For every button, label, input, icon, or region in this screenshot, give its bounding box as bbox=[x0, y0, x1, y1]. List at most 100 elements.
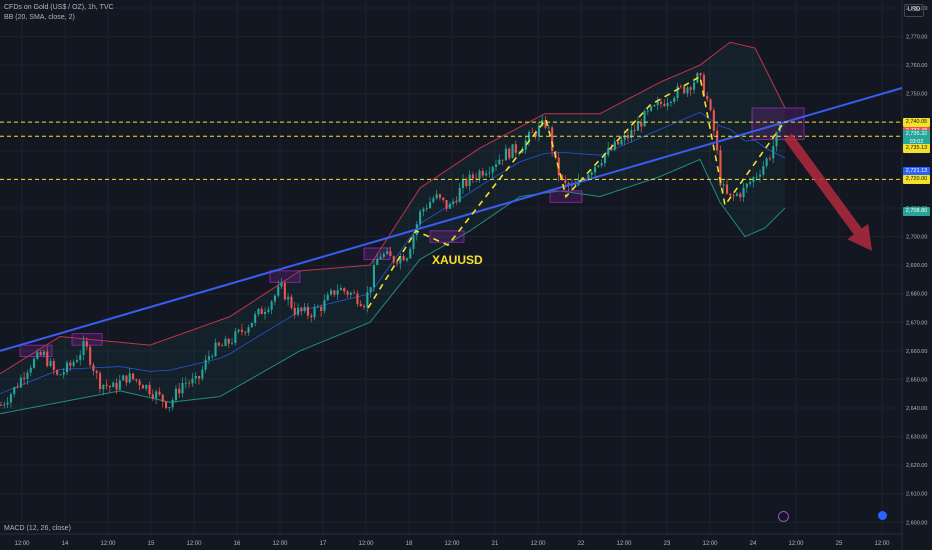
candle-body bbox=[184, 382, 187, 384]
candle-body bbox=[561, 175, 564, 179]
symbol-title[interactable]: CFDs on Gold (US$ / OZ), 1h, TVC bbox=[4, 4, 114, 11]
candle-body bbox=[768, 158, 771, 160]
x-tick-label: 12:00 bbox=[788, 541, 804, 547]
candle-body bbox=[623, 135, 626, 140]
candle-body bbox=[419, 211, 422, 225]
candle-body bbox=[689, 87, 692, 90]
candle-body bbox=[435, 194, 438, 199]
candle-body bbox=[551, 127, 554, 152]
macd-legend[interactable]: MACD (12, 26, close) bbox=[4, 525, 71, 532]
price-tag: 03:02 bbox=[903, 137, 930, 147]
price-tag: 2,708.80 bbox=[903, 206, 930, 216]
candle-body bbox=[204, 359, 207, 370]
price-tag: 2,740.05 bbox=[903, 117, 930, 127]
candle-body bbox=[547, 127, 550, 129]
candle-body bbox=[587, 174, 590, 181]
candle-body bbox=[709, 99, 712, 111]
candle-body bbox=[227, 338, 230, 344]
x-tick-label: 18 bbox=[406, 541, 413, 547]
candle-body bbox=[468, 174, 471, 186]
y-tick-label: 2,650.00 bbox=[906, 377, 927, 383]
y-tick-label: 2,620.00 bbox=[906, 463, 927, 469]
replay-icon[interactable] bbox=[778, 511, 789, 522]
candle-body bbox=[491, 166, 494, 173]
candle-body bbox=[66, 362, 69, 373]
candle-body bbox=[607, 147, 610, 155]
candle-body bbox=[39, 352, 42, 356]
candle-body bbox=[82, 341, 85, 355]
candle-body bbox=[297, 307, 300, 315]
y-tick-label: 2,680.00 bbox=[906, 292, 927, 298]
x-tick-label: 17 bbox=[320, 541, 327, 547]
y-tick-label: 2,610.00 bbox=[906, 492, 927, 498]
x-tick-label: 12:00 bbox=[444, 541, 460, 547]
x-tick-label: 12:00 bbox=[14, 541, 30, 547]
candle-body bbox=[762, 165, 765, 175]
candle-body bbox=[448, 203, 451, 209]
candle-body bbox=[722, 184, 725, 186]
y-tick-label: 2,670.00 bbox=[906, 320, 927, 326]
candle-body bbox=[445, 199, 448, 209]
candle-body bbox=[524, 140, 527, 150]
x-tick-label: 15 bbox=[148, 541, 155, 547]
candle-body bbox=[56, 370, 59, 375]
x-tick-label: 12:00 bbox=[702, 541, 718, 547]
price-axis[interactable]: 2,600.00 2,610.00 2,620.00 2,630.00 2,640.00… bbox=[901, 0, 927, 550]
candle-body bbox=[92, 364, 95, 372]
candle-body bbox=[356, 293, 359, 305]
candle-body bbox=[544, 120, 547, 128]
x-tick-label: 12:00 bbox=[100, 541, 116, 547]
candle-body bbox=[594, 166, 597, 173]
candle-body bbox=[250, 322, 253, 328]
candle-body bbox=[273, 295, 276, 302]
candle-body bbox=[603, 154, 606, 164]
candle-body bbox=[221, 345, 224, 347]
candle-body bbox=[521, 149, 524, 153]
candle-body bbox=[320, 306, 323, 311]
candle-body bbox=[693, 82, 696, 90]
indicator-legend[interactable]: BB (20, SMA, close, 2) bbox=[4, 14, 75, 21]
xauusd-annotation: XAUUSD bbox=[432, 253, 483, 267]
candle-body bbox=[326, 294, 329, 301]
candle-body bbox=[310, 315, 313, 318]
candle-body bbox=[181, 383, 184, 394]
time-axis[interactable]: 12:00 14 12:00 15 12:00 16 12:00 17 12:00 18 12:00… bbox=[0, 533, 902, 547]
candle-body bbox=[650, 106, 653, 111]
candle-body bbox=[125, 375, 128, 383]
candle-body bbox=[399, 256, 402, 264]
candle-body bbox=[676, 86, 679, 99]
candle-body bbox=[716, 130, 719, 151]
candle-body bbox=[660, 101, 663, 104]
candle-body bbox=[231, 342, 234, 344]
candle-body bbox=[267, 309, 270, 312]
candle-body bbox=[313, 307, 316, 318]
x-tick-label: 24 bbox=[750, 541, 757, 547]
candle-body bbox=[369, 287, 372, 293]
flag-icon[interactable] bbox=[878, 511, 887, 520]
candle-body bbox=[382, 253, 385, 257]
candle-body bbox=[630, 130, 633, 139]
candle-body bbox=[719, 150, 722, 186]
bb-lower-band bbox=[0, 158, 786, 415]
candle-body bbox=[280, 283, 283, 287]
candle-body bbox=[514, 144, 517, 153]
candle-body bbox=[79, 354, 82, 361]
candle-body bbox=[3, 404, 6, 406]
candle-body bbox=[19, 377, 22, 388]
candle-body bbox=[627, 135, 630, 139]
candle-body bbox=[425, 208, 428, 209]
candle-body bbox=[528, 132, 531, 141]
bb-fill bbox=[0, 42, 785, 414]
candle-body bbox=[234, 331, 237, 343]
candle-body bbox=[501, 159, 504, 161]
candle-body bbox=[455, 201, 458, 203]
candle-body bbox=[29, 367, 32, 373]
y-tick-label: 2,600.00 bbox=[906, 520, 927, 526]
drawing-lines[interactable] bbox=[0, 87, 903, 352]
candle-body bbox=[392, 256, 395, 263]
candle-body bbox=[287, 296, 290, 300]
bb-basis bbox=[0, 111, 786, 395]
currency-badge[interactable]: USD bbox=[904, 4, 924, 17]
x-tick-label: 12:00 bbox=[358, 541, 374, 547]
